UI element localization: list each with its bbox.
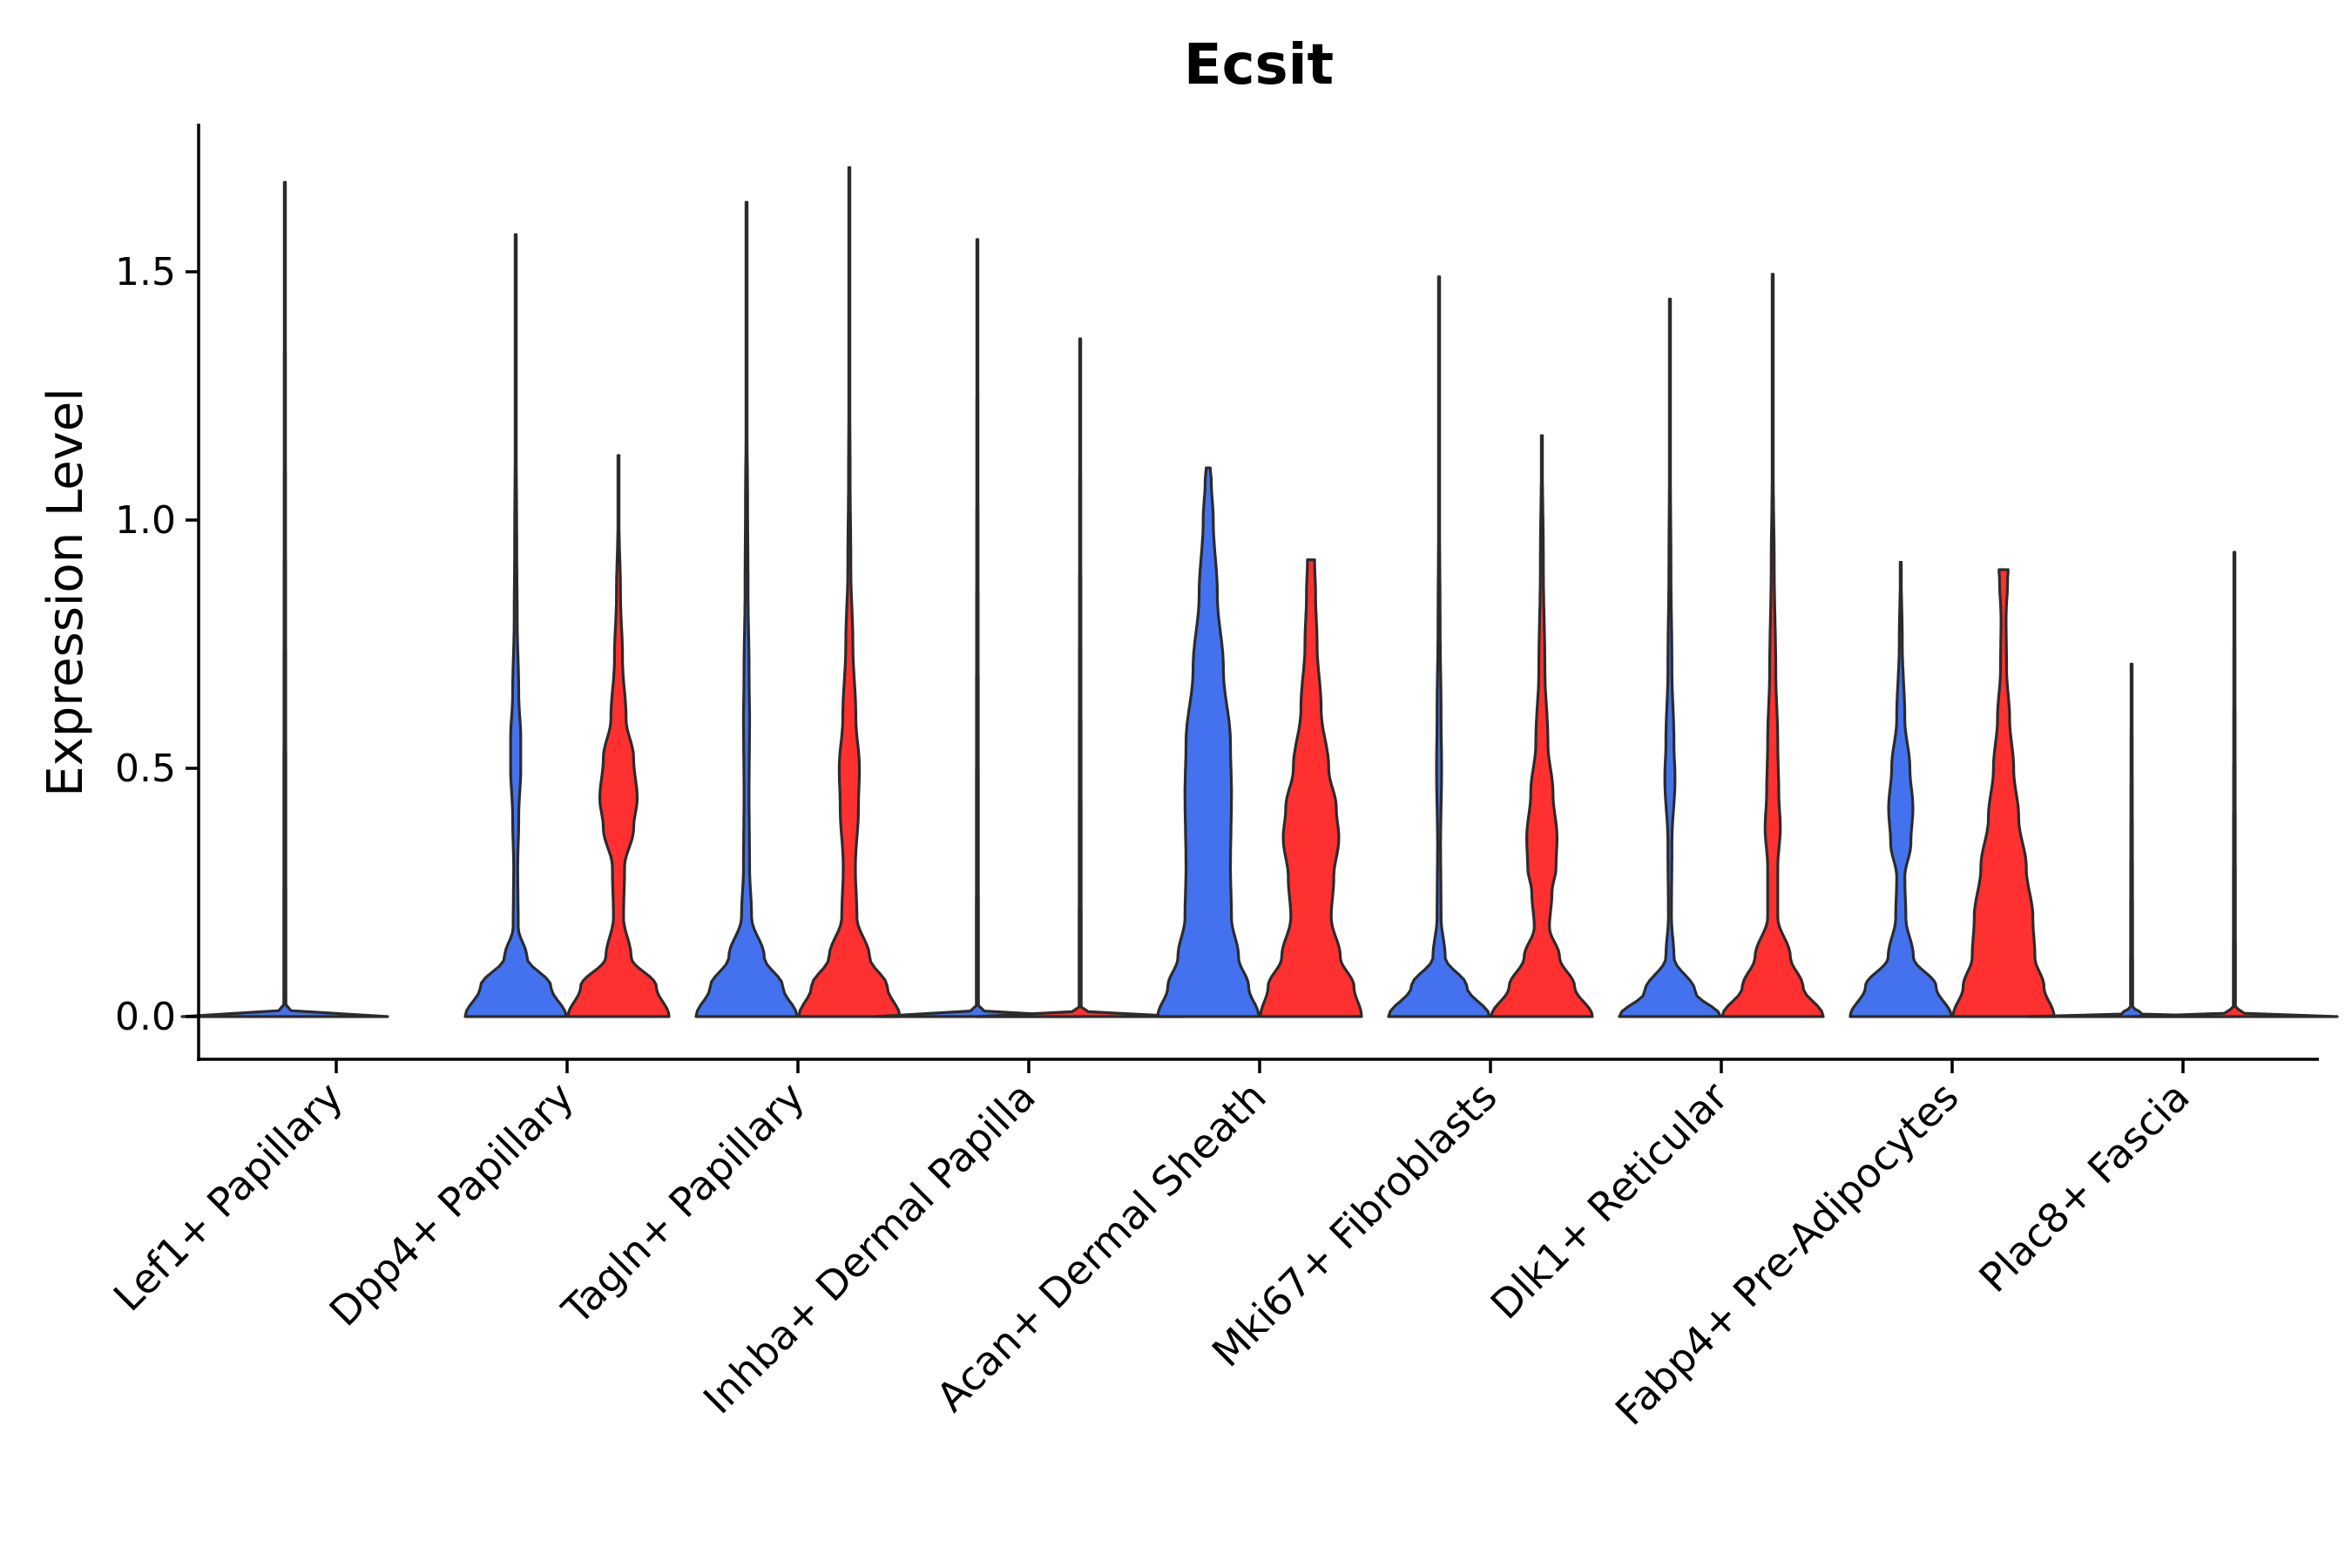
violin-group2-6 [1490,434,1594,1018]
violin-group1-3 [694,200,799,1018]
y-axis-label: Expression Level [37,388,94,797]
violin-group2-4 [976,337,1185,1018]
x-tick-label: Dpp4+ Papillary [321,1073,583,1335]
violin-group1-7 [1618,297,1722,1018]
violin-group1-5 [1156,466,1260,1018]
x-tick-label: Dlk1+ Reticular [1482,1073,1737,1328]
violin-group2-2 [566,454,671,1018]
y-tick-label: 0.0 [115,995,176,1039]
y-tick-label: 1.0 [115,498,176,543]
violin-group1-4 [873,238,1082,1018]
violin-group2-8 [1951,568,2056,1018]
violin-group1-2 [463,233,568,1018]
x-tick-label: Lef1+ Papillary [105,1073,352,1321]
x-tick-label: Tagln+ Papillary [552,1073,814,1335]
violin-group2-3 [797,166,902,1018]
violin-group1-9 [2027,662,2236,1018]
violin-group2-9 [2130,551,2339,1018]
chart-title: Ecsit [1184,33,1334,98]
y-tick-label: 1.5 [115,250,176,294]
violin-group2-5 [1259,558,1363,1018]
violin-group1-6 [1387,275,1491,1018]
violin-group1-1 [180,180,389,1018]
x-tick-label: Plac8+ Fascia [1970,1073,2198,1301]
violin-layer [180,166,2339,1018]
violin-group1-8 [1848,560,1953,1018]
violin-group2-7 [1720,273,1825,1018]
y-tick-label: 0.5 [115,747,176,791]
y-axis-ticks: 0.0 0.5 1.0 1.5 [115,250,199,1039]
